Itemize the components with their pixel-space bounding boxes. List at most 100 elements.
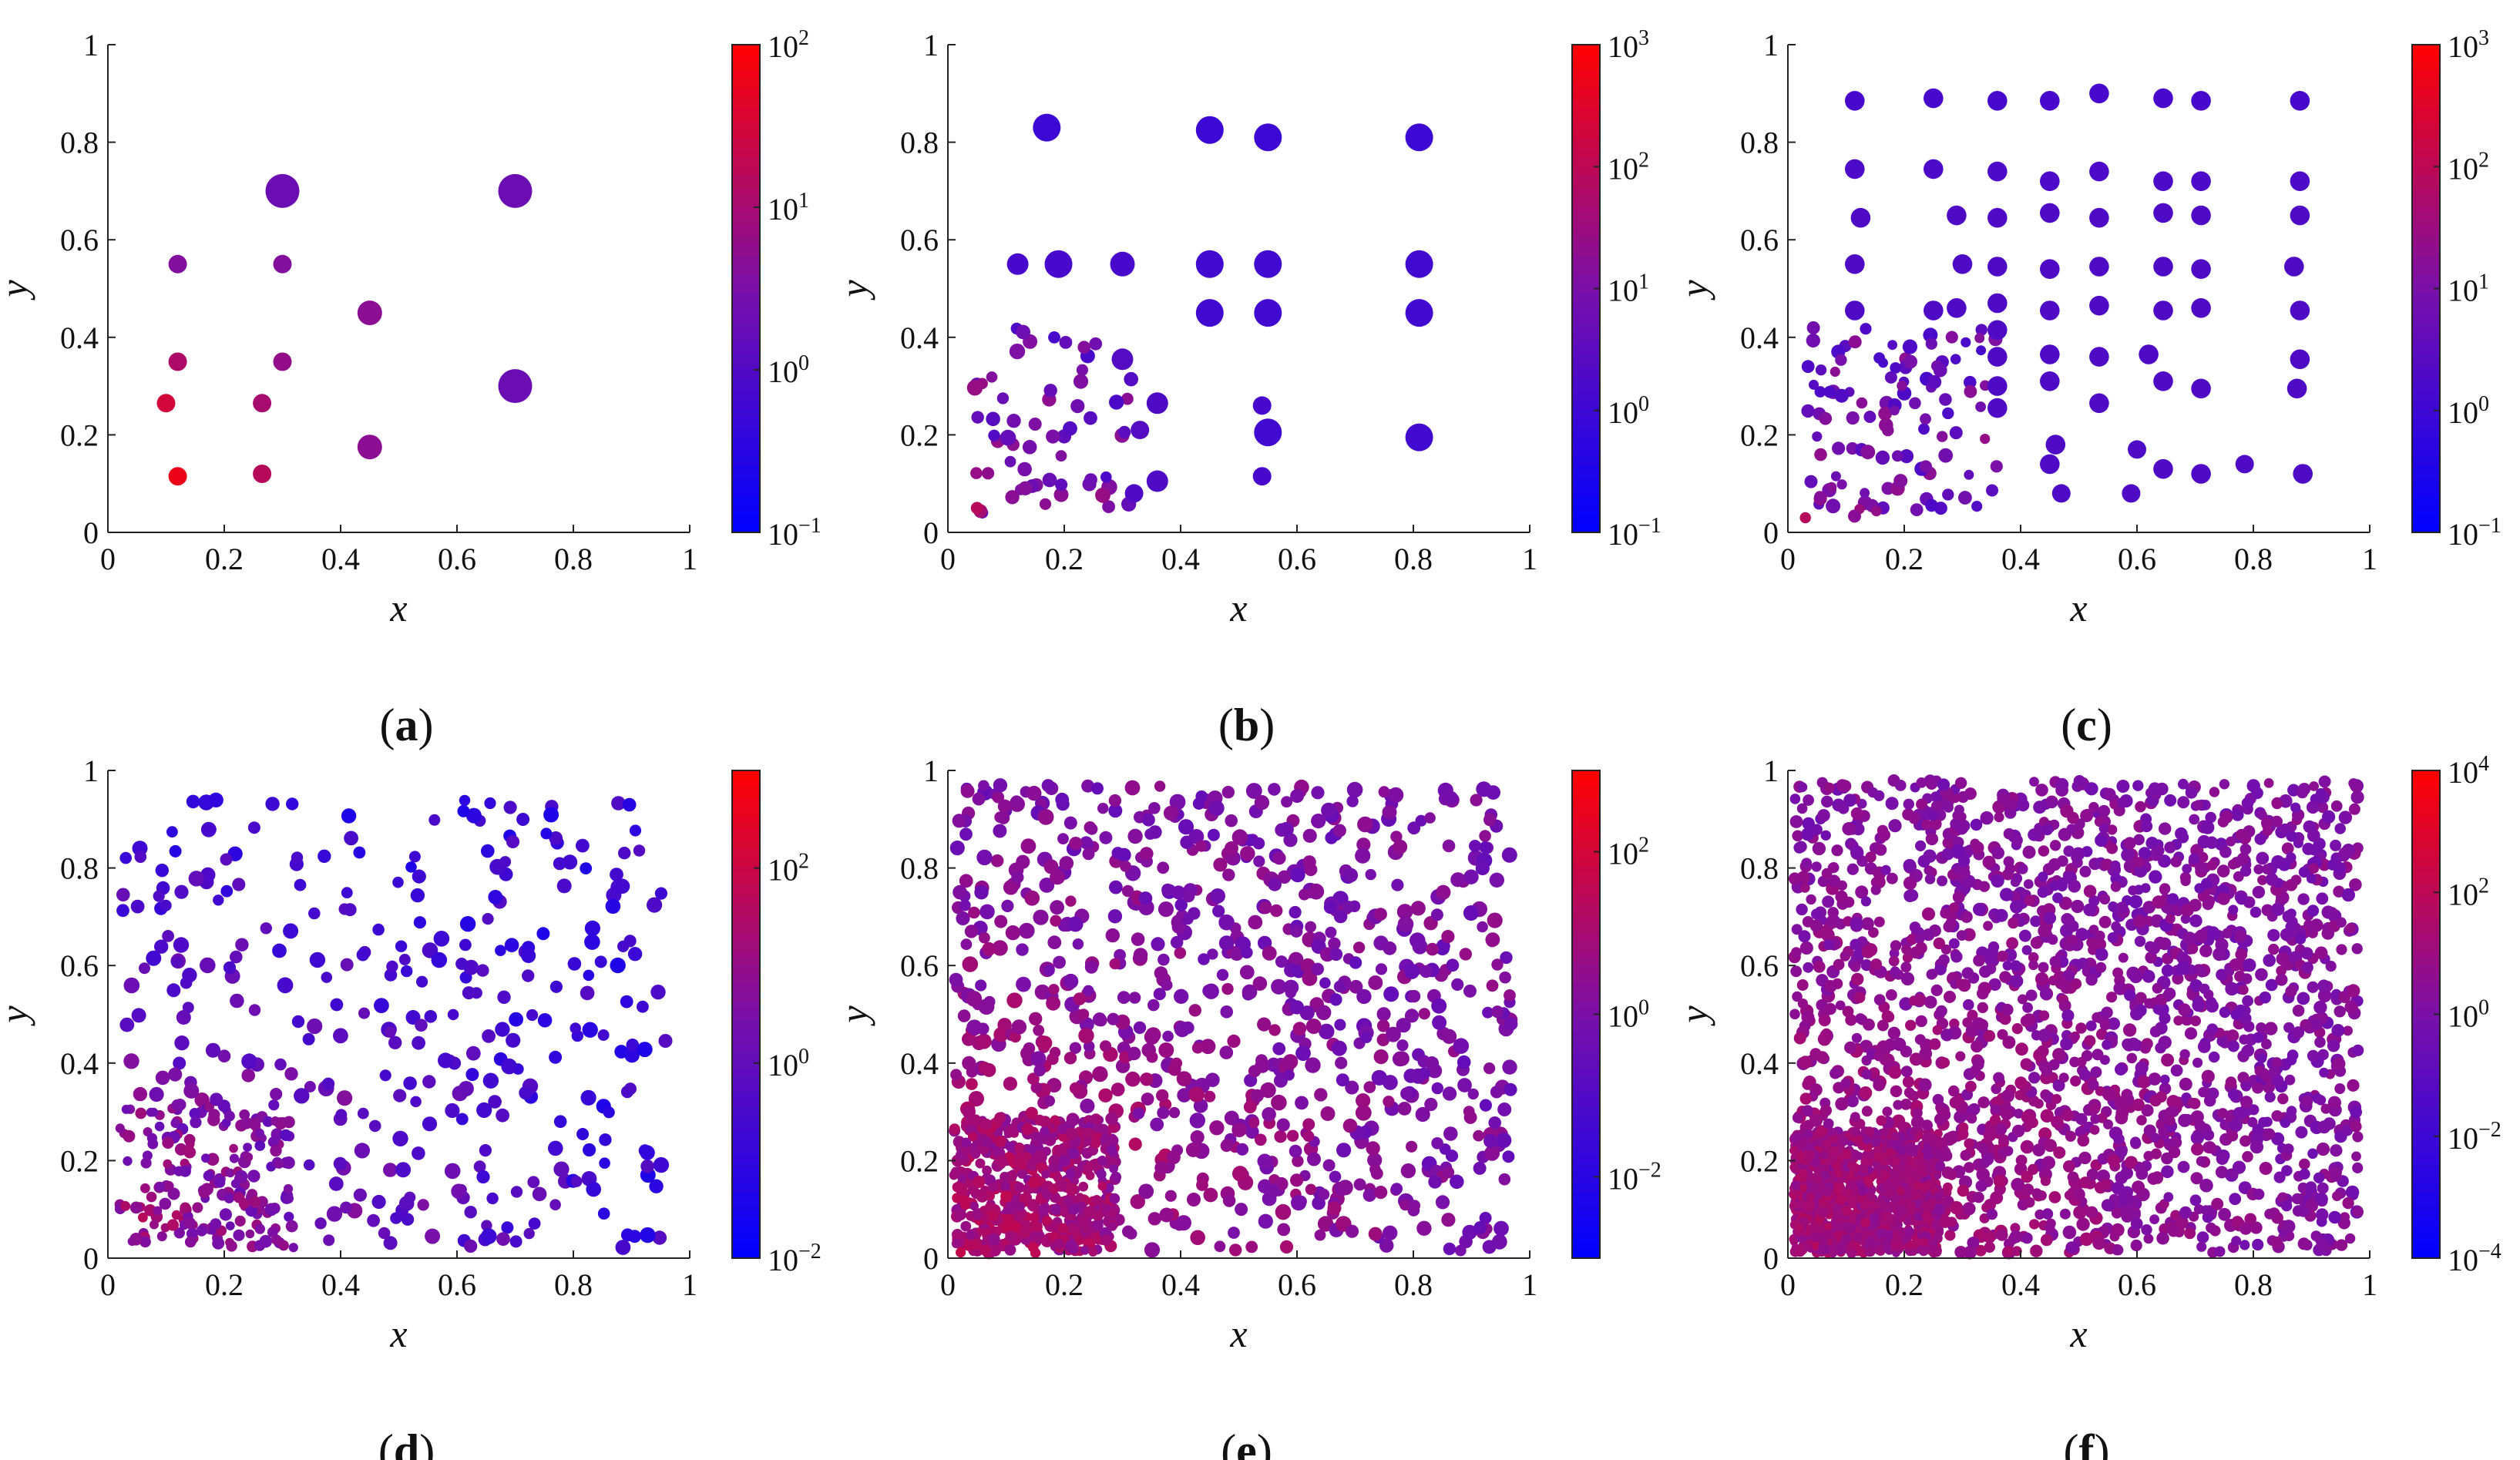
data-point	[1443, 1242, 1457, 1256]
data-point	[1362, 1188, 1376, 1202]
data-point	[284, 1211, 294, 1222]
data-point	[1023, 1151, 1032, 1161]
data-point	[2290, 91, 2310, 111]
data-point	[2025, 989, 2038, 1002]
data-point	[2349, 878, 2362, 891]
data-point	[1888, 955, 1900, 967]
data-point	[553, 1115, 567, 1128]
data-point	[403, 1076, 417, 1090]
data-point	[1899, 449, 1914, 464]
data-point	[2347, 1079, 2360, 1092]
data-point	[1948, 938, 1960, 949]
data-point	[2038, 1010, 2050, 1021]
data-point	[173, 1056, 186, 1070]
data-point	[166, 1219, 179, 1231]
data-point	[1033, 113, 1061, 142]
data-point	[2276, 952, 2290, 966]
data-point	[1903, 354, 1918, 369]
data-point	[1971, 501, 1983, 512]
data-point	[1356, 1093, 1371, 1109]
data-point	[1811, 861, 1822, 872]
data-point	[1924, 159, 1944, 180]
data-point	[285, 1220, 298, 1233]
data-point	[1373, 1049, 1389, 1065]
data-point	[1248, 1116, 1260, 1129]
data-point	[504, 938, 519, 952]
data-point	[1019, 1193, 1030, 1203]
data-point	[166, 826, 178, 838]
data-point	[307, 1018, 323, 1035]
y-tick-label: 0.2	[60, 418, 99, 452]
data-point	[1446, 958, 1460, 972]
data-point	[510, 1186, 523, 1198]
data-point	[119, 851, 132, 864]
data-point	[1311, 786, 1325, 800]
data-point	[1203, 985, 1217, 999]
data-point	[1806, 894, 1816, 905]
colorbar	[731, 770, 761, 1259]
data-point	[2101, 1199, 2114, 1212]
data-point	[219, 1208, 232, 1221]
data-point	[2178, 1003, 2191, 1016]
data-point	[614, 1045, 629, 1059]
data-point	[1400, 1087, 1413, 1100]
data-point	[501, 1058, 517, 1075]
data-point	[521, 948, 536, 963]
data-point	[1835, 1097, 1849, 1111]
data-point	[2010, 1223, 2021, 1233]
data-point	[1089, 337, 1103, 351]
data-point	[1063, 973, 1079, 989]
data-point	[1174, 898, 1188, 911]
data-point	[2265, 978, 2278, 992]
data-point	[1994, 812, 2004, 823]
colorbar-tick-label: 10−1	[2448, 514, 2502, 552]
data-point	[1435, 1195, 1450, 1210]
data-point	[950, 1069, 963, 1081]
data-point	[1907, 811, 1919, 823]
data-point	[2023, 879, 2034, 889]
data-point	[962, 1056, 976, 1070]
data-point	[2122, 1038, 2133, 1050]
data-point	[422, 1075, 436, 1089]
data-point	[2099, 894, 2111, 905]
data-point	[1942, 488, 1954, 501]
data-point	[153, 1206, 163, 1216]
data-point	[337, 1090, 353, 1106]
data-point	[1117, 425, 1131, 439]
data-point	[1986, 484, 1998, 497]
data-point	[994, 915, 1008, 928]
data-point	[1945, 331, 1958, 344]
data-point	[1140, 1072, 1154, 1086]
data-point	[174, 884, 189, 899]
data-point	[1188, 1086, 1205, 1103]
data-point	[2290, 300, 2310, 321]
data-point	[129, 1201, 143, 1214]
data-point	[980, 1118, 993, 1130]
data-point	[140, 1183, 150, 1193]
data-point	[1048, 984, 1060, 995]
data-point	[1050, 900, 1064, 915]
data-point	[1459, 948, 1473, 961]
data-point	[171, 1210, 182, 1220]
data-point	[1077, 1009, 1090, 1020]
data-point	[1210, 888, 1225, 904]
data-point	[398, 1196, 415, 1211]
data-point	[2079, 865, 2092, 878]
data-point	[303, 1159, 315, 1171]
data-point	[1453, 1038, 1470, 1054]
data-point	[1975, 324, 1987, 336]
data-point	[267, 1136, 279, 1148]
data-point	[1248, 1065, 1262, 1078]
data-point	[267, 1227, 278, 1238]
data-point	[1013, 1142, 1025, 1153]
data-point	[2230, 1009, 2242, 1021]
data-point	[1147, 1212, 1162, 1226]
data-point	[2028, 828, 2041, 841]
data-point	[2290, 205, 2310, 226]
data-point	[1328, 937, 1341, 951]
data-point	[1409, 1200, 1421, 1212]
data-point	[1980, 434, 1991, 445]
data-point	[2038, 1029, 2051, 1042]
data-point	[2336, 944, 2347, 955]
data-point	[1994, 908, 2008, 922]
